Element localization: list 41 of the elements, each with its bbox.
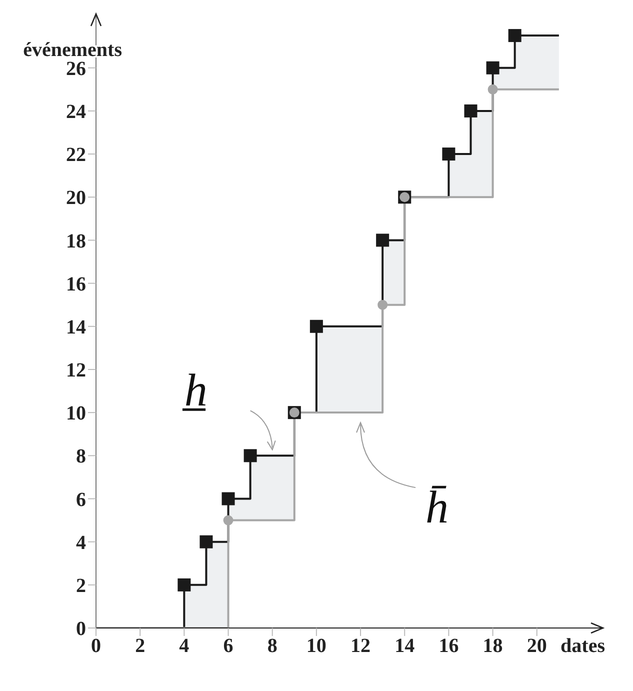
x-tick-label: 16 xyxy=(438,635,459,658)
y-tick-label: 22 xyxy=(66,144,86,166)
x-tick-label: 2 xyxy=(135,635,146,658)
x-axis-title: dates xyxy=(560,635,606,657)
point xyxy=(310,320,323,333)
y-tick-label: 4 xyxy=(76,532,86,554)
point xyxy=(378,300,388,310)
x-tick-label: 12 xyxy=(350,635,371,658)
y-tick-label: 16 xyxy=(66,273,86,296)
annotation: h̲ xyxy=(182,364,208,416)
point xyxy=(200,535,213,548)
y-tick-label: 14 xyxy=(66,316,86,338)
y-tick-label: 12 xyxy=(66,360,86,382)
x-tick-label: 8 xyxy=(267,635,278,658)
y-tick-label: 20 xyxy=(66,187,86,210)
point xyxy=(244,449,257,462)
point xyxy=(508,29,522,42)
y-tick-label: 18 xyxy=(66,230,86,252)
annotation: h̄ xyxy=(426,482,449,533)
x-tick-label: 6 xyxy=(223,635,234,658)
x-tick-label: 4 xyxy=(179,635,190,658)
x-tick-label: 18 xyxy=(482,635,503,658)
point xyxy=(488,84,498,94)
point xyxy=(178,578,191,592)
y-tick-label: 2 xyxy=(76,575,86,598)
point xyxy=(376,234,390,247)
x-tick-label: 10 xyxy=(306,635,326,658)
point xyxy=(442,148,456,161)
y-tick-label: 24 xyxy=(66,101,86,124)
point xyxy=(486,61,500,74)
y-tick-label: 26 xyxy=(66,58,86,80)
y-tick-label: 8 xyxy=(76,446,86,468)
y-tick-label: 10 xyxy=(66,402,86,425)
x-tick-label: 14 xyxy=(394,635,415,658)
y-tick-label: 6 xyxy=(76,488,86,511)
x-tick-label: 0 xyxy=(91,635,101,658)
y-tick-label: 0 xyxy=(76,618,86,640)
x-tick-label: 20 xyxy=(526,635,547,658)
point xyxy=(464,104,478,118)
point xyxy=(222,492,235,506)
point xyxy=(223,515,234,526)
